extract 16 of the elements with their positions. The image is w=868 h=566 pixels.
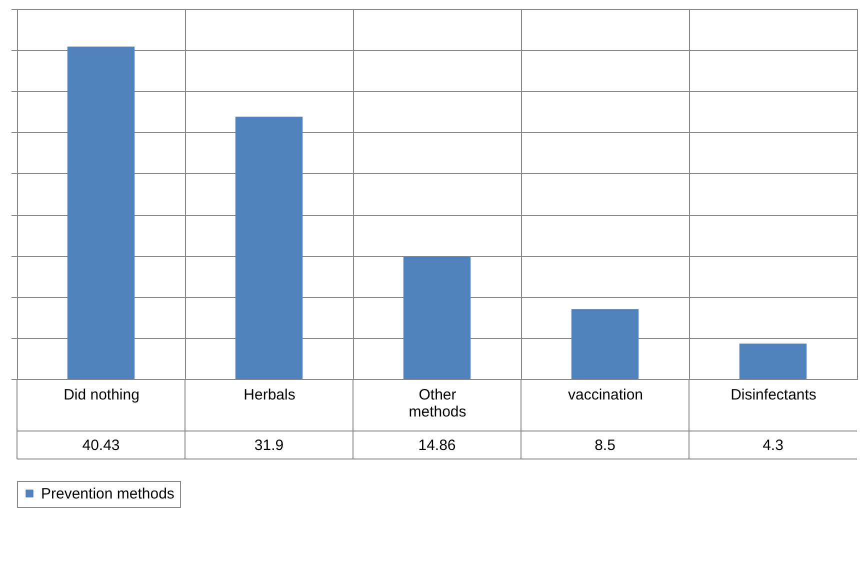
bar [235, 116, 303, 379]
bar [571, 309, 639, 379]
legend-label: Prevention methods [41, 486, 174, 502]
data-label: 14.86 [418, 437, 456, 454]
x-tick-label: Disinfectants [730, 386, 816, 404]
data-label: 4.3 [762, 437, 784, 454]
data-label: 31.9 [254, 437, 284, 454]
bar [739, 344, 807, 379]
x-tick-label: Did nothing [64, 386, 140, 404]
bar [403, 256, 471, 379]
data-label: 8.5 [594, 437, 616, 454]
x-tick-label: Other methods [408, 386, 466, 420]
data-label: 40.43 [82, 437, 120, 454]
x-tick-label: Herbals [244, 386, 296, 404]
bar [67, 46, 135, 379]
x-tick-label: vaccination [568, 386, 644, 404]
